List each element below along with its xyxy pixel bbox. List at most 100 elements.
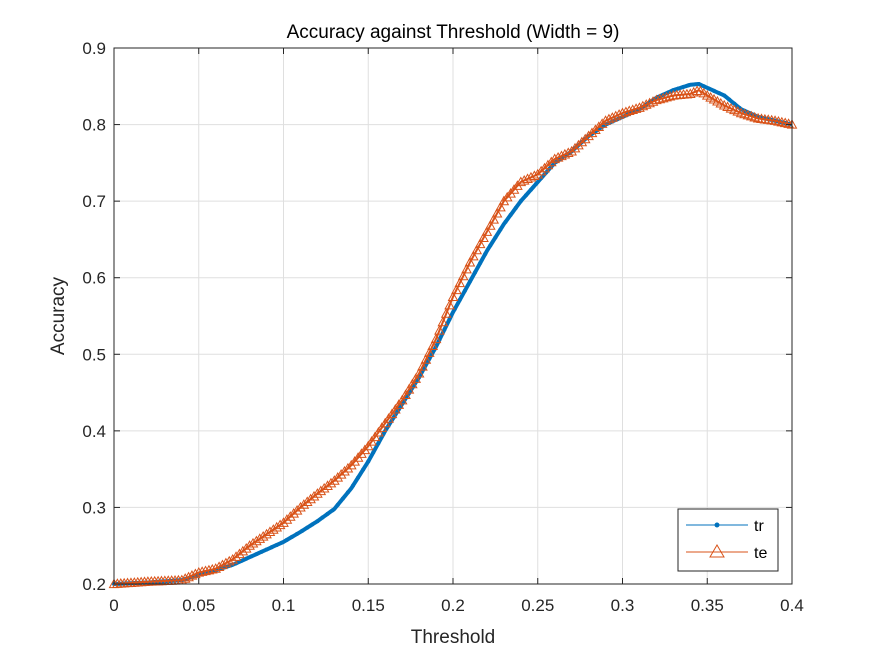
triangle-marker [193,566,205,577]
y-tick-label: 0.2 [82,575,106,594]
triangle-marker [329,475,340,485]
dot-marker [498,227,503,232]
triangle-marker [661,91,672,102]
x-tick-label: 0.4 [780,596,804,615]
triangle-marker [779,117,791,128]
triangle-marker [600,115,611,125]
triangle-marker [190,568,201,579]
dot-marker [264,547,269,552]
triangle-marker [417,361,428,371]
triangle-marker [257,531,269,541]
triangle-marker [267,524,279,534]
triangle-marker [576,136,588,147]
triangle-marker [342,462,354,473]
triangle-marker [776,116,788,127]
legend-item-te: te [686,544,767,562]
x-tick-label: 0.35 [691,596,724,615]
triangle-marker [515,176,527,187]
triangle-marker [373,426,384,437]
dot-marker [366,459,371,464]
triangle-marker [423,347,435,357]
dot-marker [376,441,381,446]
dot-marker [681,84,686,89]
legend-triangle-marker [709,544,725,558]
triangle-marker [369,431,381,442]
triangle-marker [203,564,215,575]
triangle-marker [186,570,198,580]
legend-box [677,508,779,572]
dot-marker [722,93,727,98]
dot-marker [717,91,722,96]
triangle-marker [573,139,584,150]
triangle-marker [637,100,649,111]
triangle-marker [200,565,211,576]
triangle-marker [325,477,337,488]
y-tick-label: 0.4 [82,422,106,441]
dot-marker [676,86,681,91]
triangle-marker [454,277,466,288]
x-tick-label: 0.2 [441,596,465,615]
triangle-marker [478,232,489,242]
triangle-marker [295,501,306,512]
triangle-marker [396,394,408,405]
triangle-marker [240,542,252,553]
triangle-marker [562,147,574,157]
triangle-marker [366,436,377,446]
dot-marker [249,554,254,559]
dot-marker [244,556,249,561]
dot-marker [269,545,274,550]
dot-marker [351,483,355,488]
triangle-marker [495,201,506,212]
dot-marker [523,193,528,198]
y-axis-label: Accuracy [48,276,69,355]
dot-marker [447,317,452,322]
dot-marker [696,81,701,86]
triangle-marker [393,399,405,409]
triangle-marker [769,115,781,125]
dot-marker [518,199,523,204]
x-tick-label: 0.1 [272,596,296,615]
triangle-marker [281,514,293,524]
triangle-marker [783,118,794,128]
y-tick-label: 0.3 [82,498,106,517]
triangle-marker [491,207,503,218]
triangle-marker [230,551,242,561]
series-layer [108,81,798,589]
ticks: 0 0.05 0.1 0.15 0.2 0.25 0.3 0.35 0.4 0.2 0.3 0.4 0.… [82,39,803,615]
triangle-marker [312,488,323,498]
y-tick-label: 0.9 [82,39,106,58]
triangle-marker [586,127,598,138]
triangle-marker [183,571,194,582]
triangle-marker [413,367,425,378]
dot-marker [295,531,300,536]
dot-marker [457,297,462,302]
triangle-marker [593,121,605,131]
dot-marker [732,101,737,106]
triangle-marker [386,408,398,419]
triangle-marker [237,545,249,556]
triangle-marker [308,490,320,501]
dot-marker [325,511,330,516]
triangle-marker [596,118,608,128]
triangle-marker [420,354,432,364]
triangle-marker [196,566,208,576]
triangle-marker [434,325,445,335]
triangle-marker [284,511,296,521]
chart-title: Accuracy against Threshold (Width = 9) [287,22,620,43]
triangle-marker [559,148,571,159]
triangle-marker [298,499,310,509]
triangle-marker [271,521,283,532]
x-tick-label: 0.25 [521,596,554,615]
triangle-marker [556,150,567,161]
triangle-marker [322,480,333,490]
triangle-marker [251,535,262,546]
dot-marker [488,243,493,248]
dot-marker [320,515,325,520]
dot-marker [345,490,350,495]
triangle-marker [545,156,557,167]
triangle-marker [610,110,622,121]
triangle-marker [529,170,540,180]
triangle-marker [640,99,652,109]
